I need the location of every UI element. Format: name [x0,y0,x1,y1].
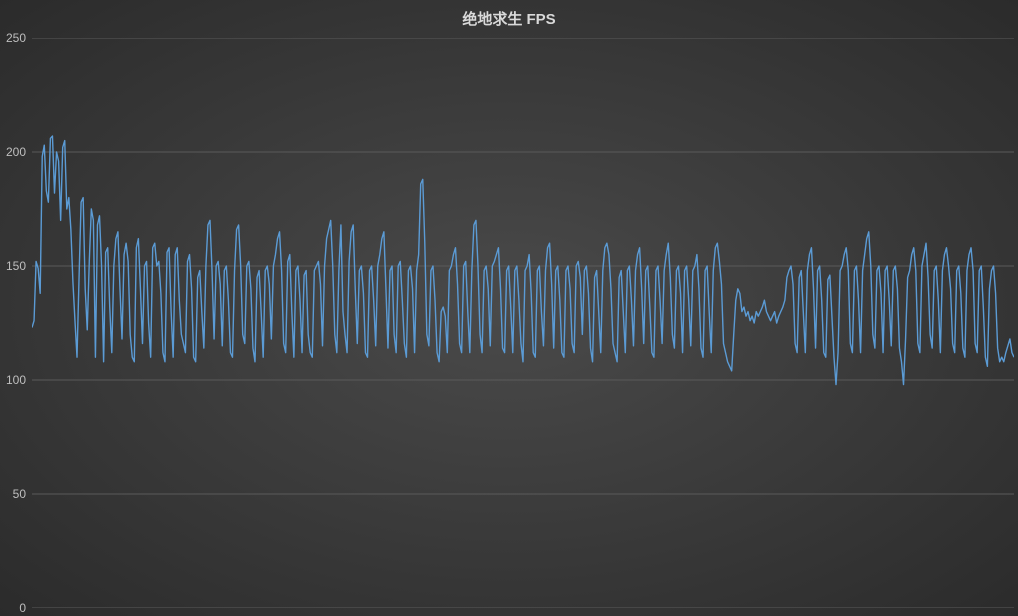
fps-series-line [32,136,1014,385]
chart-title: 绝地求生 FPS [0,8,1018,29]
fps-line-plot [32,38,1014,608]
y-axis-tick-label: 150 [6,259,26,273]
fps-chart: 绝地求生 FPS 0 50 100 150 200 250 [0,0,1018,616]
y-axis-tick-label: 200 [6,145,26,159]
y-axis-tick-label: 250 [6,31,26,45]
y-axis-tick-label: 50 [13,487,26,501]
y-axis-tick-label: 100 [6,373,26,387]
y-axis-tick-label: 0 [19,601,26,615]
